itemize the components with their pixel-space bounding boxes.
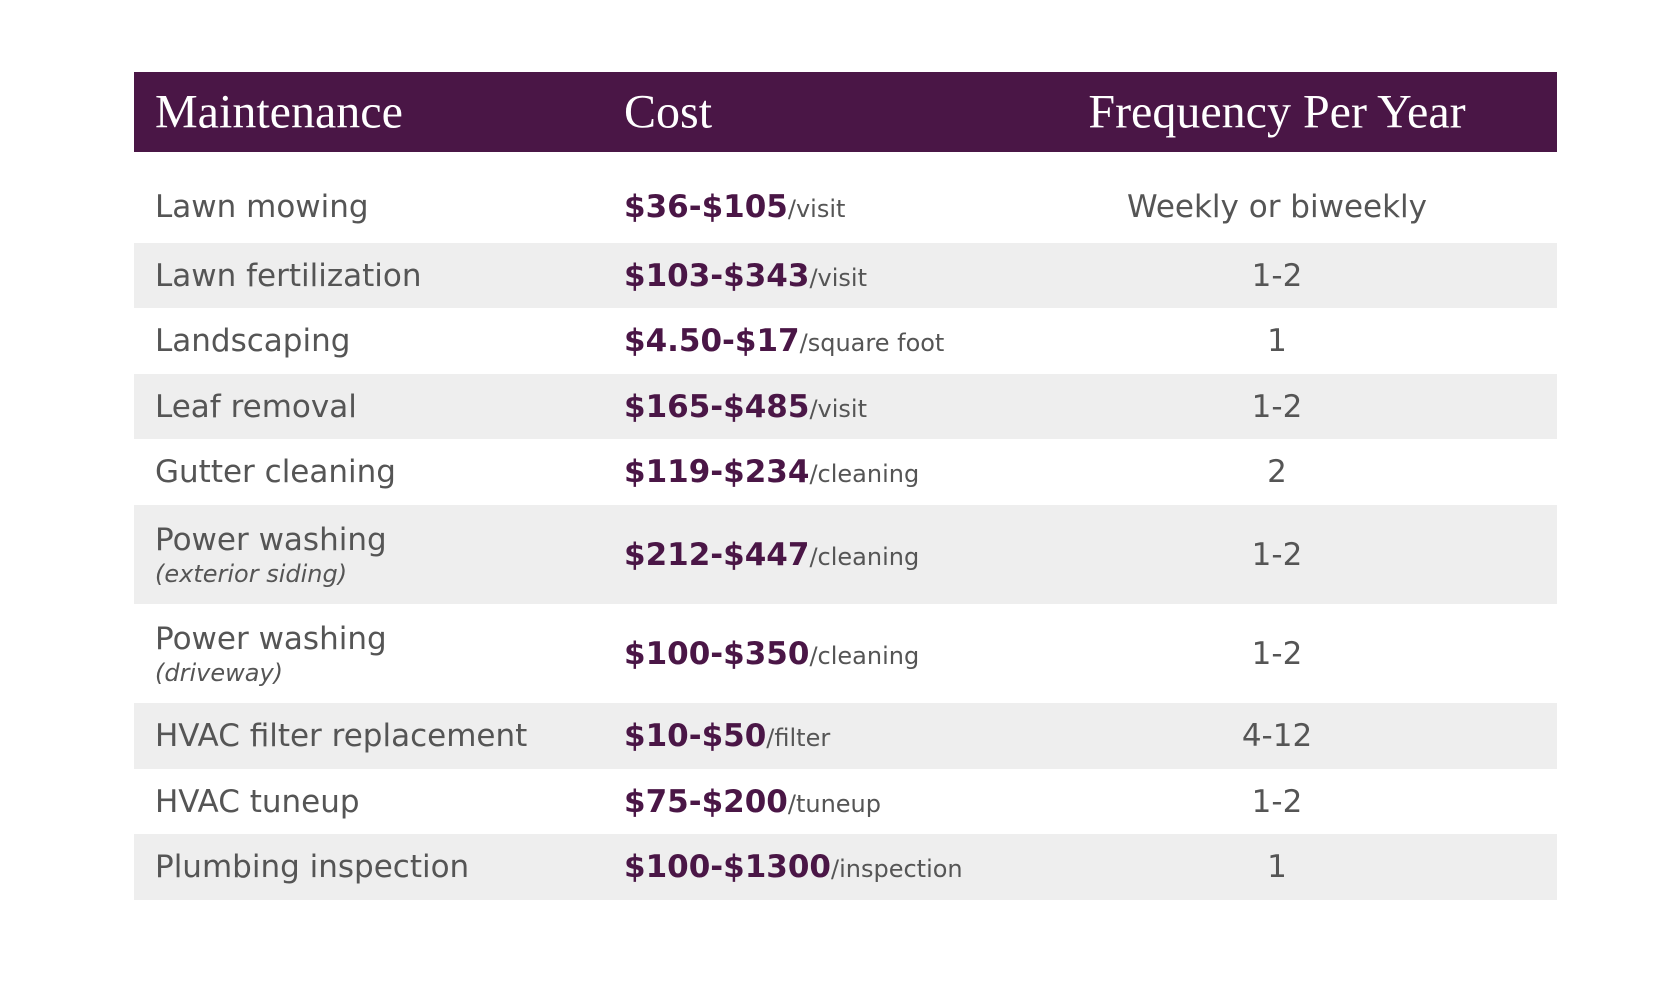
- table-row: HVAC filter replacement $10-$50/filter 4-1…: [134, 703, 1557, 769]
- maintenance-cell: Lawn fertilization: [155, 258, 422, 294]
- maintenance-cell: HVAC tuneup: [155, 784, 360, 820]
- frequency-cell: 1-2: [1251, 635, 1303, 672]
- cost-unit: /visit: [809, 263, 867, 292]
- table-row: Plumbing inspection $100-$1300/inspection…: [134, 834, 1557, 900]
- cost-cell: $212-$447/cleaning: [624, 537, 919, 573]
- table-row: HVAC tuneup $75-$200/tuneup 1-2: [134, 769, 1557, 834]
- table-row: Power washing (driveway) $100-$350/cleanin…: [134, 604, 1557, 703]
- cost-unit: /filter: [766, 724, 831, 752]
- maintenance-cell: Gutter cleaning: [155, 454, 396, 490]
- maintenance-cell: HVAC filter replacement: [155, 718, 527, 754]
- cost-unit: /tuneup: [787, 789, 881, 818]
- maintenance-name: Power washing: [155, 521, 387, 558]
- maintenance-cell: Landscaping: [155, 323, 350, 359]
- frequency-cell: 4-12: [1241, 718, 1313, 754]
- cost-cell: $4.50-$17/square foot: [624, 323, 944, 359]
- table-row: Lawn mowing $36-$105/visit Weekly or biwee…: [134, 152, 1557, 243]
- header-cell: Maintenance: [155, 85, 403, 139]
- maintenance-table: Maintenance Cost Frequency Per Year Lawn…: [134, 72, 1557, 900]
- maintenance-name: Plumbing inspection: [155, 849, 470, 885]
- maintenance-cell: Power washing (exterior siding): [155, 522, 387, 588]
- cost-range: $165-$485: [624, 388, 810, 425]
- cost-range: $75-$200: [624, 783, 788, 820]
- maintenance-name: HVAC tuneup: [155, 783, 360, 820]
- cost-unit: /cleaning: [809, 641, 920, 670]
- table-row: Gutter cleaning $119-$234/cleaning 2: [134, 439, 1557, 505]
- frequency-cell: Weekly or biweekly: [1126, 188, 1428, 225]
- table-row: Power washing (exterior siding) $212-$447/…: [134, 505, 1557, 604]
- cost-range: $100-$350: [624, 635, 810, 672]
- cost-range: $100-$1300: [624, 849, 831, 885]
- cost-unit: /inspection: [831, 855, 963, 883]
- maintenance-note: (driveway): [155, 658, 284, 687]
- cost-cell: $119-$234/cleaning: [624, 454, 919, 490]
- maintenance-cell: Lawn mowing: [155, 189, 369, 225]
- cost-unit: /cleaning: [809, 542, 920, 571]
- maintenance-name: Gutter cleaning: [155, 454, 396, 490]
- maintenance-name: Power washing: [155, 620, 387, 657]
- cost-cell: $10-$50/filter: [624, 718, 830, 754]
- cost-range: $212-$447: [624, 536, 810, 573]
- frequency-cell: 1: [1267, 849, 1287, 885]
- maintenance-name: Lawn fertilization: [155, 257, 422, 294]
- maintenance-cell: Plumbing inspection: [155, 849, 469, 885]
- maintenance-name: HVAC filter replacement: [155, 718, 528, 754]
- maintenance-cell: Power washing (driveway): [155, 621, 387, 687]
- frequency-cell: 1-2: [1251, 388, 1303, 425]
- cost-range: $10-$50: [624, 718, 767, 754]
- cost-range: $4.50-$17: [624, 323, 800, 359]
- table-header: Maintenance Cost Frequency Per Year: [134, 72, 1557, 152]
- frequency-cell: 2: [1267, 454, 1287, 490]
- header-cell: Frequency Per Year: [1088, 85, 1466, 139]
- cost-cell: $75-$200/tuneup: [624, 784, 881, 820]
- cost-cell: $103-$343/visit: [624, 258, 867, 294]
- cost-cell: $100-$1300/inspection: [624, 849, 963, 885]
- maintenance-name: Leaf removal: [155, 388, 357, 425]
- cost-cell: $100-$350/cleaning: [624, 636, 919, 672]
- cost-range: $36-$105: [624, 188, 788, 225]
- frequency-cell: 1: [1267, 323, 1287, 359]
- cost-unit: /visit: [809, 394, 867, 423]
- frequency-cell: 1-2: [1251, 536, 1303, 573]
- frequency-cell: 1-2: [1251, 257, 1303, 294]
- cost-cell: $165-$485/visit: [624, 389, 867, 425]
- cost-unit: /cleaning: [809, 460, 920, 488]
- maintenance-note: (exterior siding): [155, 559, 348, 588]
- cost-range: $119-$234: [624, 454, 810, 490]
- maintenance-cell: Leaf removal: [155, 389, 357, 425]
- frequency-cell: 1-2: [1251, 783, 1303, 820]
- cost-range: $103-$343: [624, 257, 810, 294]
- header-cell: Cost: [624, 85, 713, 139]
- cost-unit: /visit: [787, 194, 846, 223]
- cost-cell: $36-$105/visit: [624, 189, 845, 225]
- cost-unit: /square foot: [799, 329, 945, 357]
- maintenance-name: Lawn mowing: [155, 188, 369, 225]
- maintenance-name: Landscaping: [155, 323, 351, 359]
- table-row: Lawn fertilization $103-$343/visit 1-2: [134, 243, 1557, 308]
- table-body: Lawn mowing $36-$105/visit Weekly or biwee…: [134, 152, 1557, 900]
- table-row: Landscaping $4.50-$17/square foot 1: [134, 308, 1557, 374]
- table-row: Leaf removal $165-$485/visit 1-2: [134, 374, 1557, 439]
